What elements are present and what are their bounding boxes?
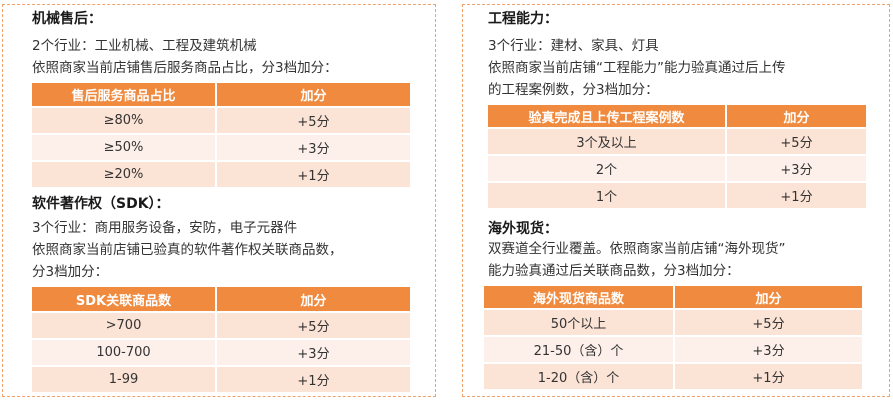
table-cell: ≥80% (32, 108, 215, 133)
engineering-scope: 3个行业：建材、家具、灯具 (488, 38, 659, 54)
table-row: 1个 +1分 (488, 183, 866, 208)
table-cell: +1分 (217, 367, 410, 392)
table-cell: ≥20% (32, 162, 215, 187)
table-cell: +5分 (727, 129, 866, 154)
table-header-cell: SDK关联商品数 (32, 287, 215, 311)
table-row: ≥20% +1分 (32, 162, 410, 187)
overseas-desc-line2: 能力验真通过后关联商品数，分3档加分： (488, 263, 740, 279)
table-row: 2个 +3分 (488, 156, 866, 181)
table-cell: +1分 (727, 183, 866, 208)
overseas-desc-line1: 双赛道全行业覆盖。依照商家当前店铺“海外现货” (488, 241, 786, 257)
software-desc-line1: 依照商家当前店铺已验真的软件著作权关联商品数， (32, 242, 343, 258)
table-cell: +5分 (217, 313, 410, 338)
table-row: >700 +5分 (32, 313, 410, 338)
table-header-row: 售后服务商品占比 加分 (32, 83, 410, 106)
table-row: 1-99 +1分 (32, 367, 410, 392)
table-cell: +5分 (675, 310, 862, 335)
table-row: 50个以上 +5分 (484, 310, 862, 335)
table-cell: +3分 (217, 340, 410, 365)
table-header-cell: 海外现货商品数 (484, 286, 673, 308)
table-row: 21-50（含）个 +3分 (484, 337, 862, 362)
left-panel (2, 4, 436, 397)
engineering-desc-line1: 依照商家当前店铺“工程能力”能力验真通过后上传 (488, 60, 786, 76)
overseas-section: 海外现货： 双赛道全行业覆盖。依照商家当前店铺“海外现货” 能力验真通过后关联商… (484, 218, 883, 391)
table-cell: +5分 (217, 108, 410, 133)
table-cell: +3分 (675, 337, 862, 362)
table-cell: 2个 (488, 156, 725, 181)
machinery-scope: 2个行业：工业机械、工程及建筑机械 (32, 38, 257, 54)
table-header-row: SDK关联商品数 加分 (32, 287, 410, 311)
right-panel (462, 4, 890, 397)
table-header-cell: 加分 (217, 287, 410, 311)
table-header-row: 验真完成且上传工程案例数 加分 (488, 105, 866, 127)
table-row: 100-700 +3分 (32, 340, 410, 365)
overseas-title: 海外现货： (488, 221, 558, 237)
engineering-title: 工程能力： (488, 11, 558, 27)
table-header-cell: 加分 (217, 83, 410, 106)
machinery-title: 机械售后： (32, 11, 102, 27)
machinery-desc: 依照商家当前店铺售后服务商品占比，分3档加分： (32, 60, 338, 76)
software-section: 软件著作权（SDK）： 3个行业：商用服务设备，安防，电子元器件 依照商家当前店… (32, 193, 422, 394)
table-cell: 1-20（含）个 (484, 364, 673, 389)
software-desc-line2: 分3档加分： (32, 264, 109, 280)
table-row: 3个及以上 +5分 (488, 129, 866, 154)
table-cell: 3个及以上 (488, 129, 725, 154)
table-cell: +1分 (217, 162, 410, 187)
table-cell: +3分 (727, 156, 866, 181)
table-header-cell: 验真完成且上传工程案例数 (488, 105, 725, 127)
table-row: ≥50% +3分 (32, 135, 410, 160)
table-cell: +1分 (675, 364, 862, 389)
software-scope: 3个行业：商用服务设备，安防，电子元器件 (32, 220, 298, 236)
table-row: 1-20（含）个 +1分 (484, 364, 862, 389)
machinery-section: 机械售后： 2个行业：工业机械、工程及建筑机械 依照商家当前店铺售后服务商品占比… (32, 8, 412, 189)
table-cell: 100-700 (32, 340, 215, 365)
software-title: 软件著作权（SDK）： (32, 196, 170, 212)
table-cell: +3分 (217, 135, 410, 160)
table-header-row: 海外现货商品数 加分 (484, 286, 862, 308)
table-cell: ≥50% (32, 135, 215, 160)
engineering-table: 验真完成且上传工程案例数 加分 3个及以上 +5分 2个 +3分 1个 +1分 (486, 103, 868, 210)
table-row: ≥80% +5分 (32, 108, 410, 133)
overseas-table: 海外现货商品数 加分 50个以上 +5分 21-50（含）个 +3分 1-20（… (482, 284, 864, 391)
table-cell: 50个以上 (484, 310, 673, 335)
software-table: SDK关联商品数 加分 >700 +5分 100-700 +3分 1-99 +1… (30, 285, 412, 394)
engineering-section: 工程能力： 3个行业：建材、家具、灯具 依照商家当前店铺“工程能力”能力验真通过… (488, 8, 878, 210)
table-header-cell: 售后服务商品占比 (32, 83, 215, 106)
table-cell: 1-99 (32, 367, 215, 392)
table-cell: 21-50（含）个 (484, 337, 673, 362)
table-cell: >700 (32, 313, 215, 338)
table-header-cell: 加分 (675, 286, 862, 308)
machinery-table: 售后服务商品占比 加分 ≥80% +5分 ≥50% +3分 ≥20% +1分 (30, 81, 412, 189)
engineering-desc-line2: 的工程案例数，分3档加分： (488, 82, 659, 98)
table-header-cell: 加分 (727, 105, 866, 127)
table-cell: 1个 (488, 183, 725, 208)
